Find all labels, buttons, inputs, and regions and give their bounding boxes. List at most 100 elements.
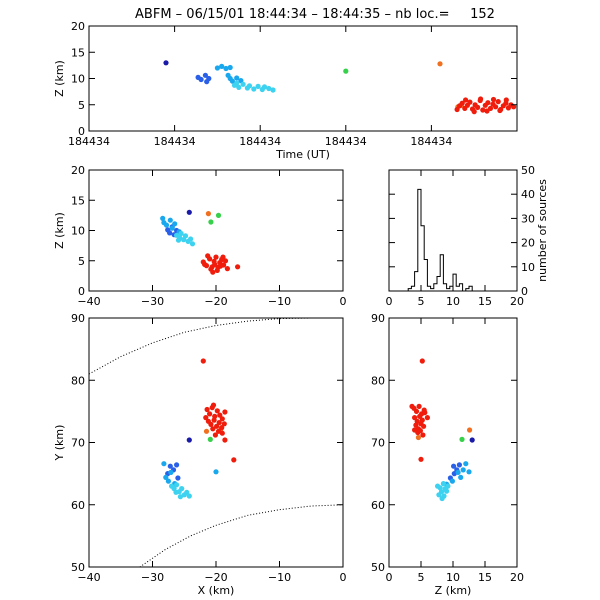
point-cyan-8 <box>189 241 196 247</box>
point-red-18 <box>220 254 226 260</box>
point-cyan-6 <box>251 86 257 92</box>
x-tick-label: 0 <box>386 295 393 308</box>
x-tick-label: −30 <box>141 295 164 308</box>
point-red-3 <box>207 411 213 417</box>
point-red-12 <box>413 422 419 428</box>
plot-frame <box>88 25 518 132</box>
point-red-29 <box>503 97 509 103</box>
point-red-9 <box>475 104 481 110</box>
plot-frame <box>88 169 344 292</box>
panel-z_y: 0 5 10 15 20 50 60 70 80 90 Z (km) <box>371 312 524 597</box>
point-cyan-10 <box>439 495 445 502</box>
y-tick-label: 80 <box>371 374 385 387</box>
point-cyan-8 <box>186 493 192 499</box>
x-tick-label: 184434 <box>68 135 110 148</box>
x-tick-label: 10 <box>446 571 460 584</box>
point-cyan-3 <box>174 482 180 488</box>
point-cyan-10 <box>173 489 179 495</box>
point-sky-5 <box>449 478 455 484</box>
point-green-1 <box>459 436 465 442</box>
y-tick-label: 50 <box>521 164 535 177</box>
point-orange-1 <box>205 211 211 217</box>
point-red-28 <box>478 96 484 102</box>
point-red-16 <box>210 426 216 432</box>
y-tick-label: 50 <box>71 561 85 574</box>
point-red-26 <box>497 107 503 114</box>
point-red-23 <box>510 104 517 110</box>
point-red-1 <box>454 106 460 113</box>
point-red-21 <box>210 269 216 275</box>
point-red-22 <box>412 427 418 433</box>
x-tick-label: 10 <box>446 295 460 308</box>
point-sky-3 <box>163 222 170 228</box>
y-tick-label: 5 <box>78 99 85 112</box>
y-axis-title: Z (km) <box>53 60 66 97</box>
point-cyan-11 <box>270 87 276 93</box>
point-green-1 <box>207 436 213 442</box>
x-tick-label: 0 <box>386 571 393 584</box>
plot-frame <box>388 169 518 292</box>
point-orange-1 <box>203 428 210 434</box>
point-red-17 <box>495 99 501 105</box>
x-tick-label: −20 <box>204 295 227 308</box>
x-tick-label: −40 <box>77 295 100 308</box>
histogram-steps <box>389 188 517 292</box>
x-tick-label: 5 <box>418 295 425 308</box>
point-sky-2 <box>163 474 169 480</box>
y-tick-label: 50 <box>371 561 385 574</box>
point-red-23 <box>222 409 228 415</box>
point-red-2 <box>204 406 210 413</box>
point-red-11 <box>422 410 428 416</box>
point-sky-6 <box>213 469 219 475</box>
point-blue-3 <box>456 462 462 468</box>
y-tick-label: 10 <box>71 73 85 86</box>
point-red-6 <box>214 408 220 414</box>
point-cyan-5 <box>246 83 253 89</box>
point-cyan-5 <box>179 486 185 492</box>
point-sky-7 <box>466 469 472 475</box>
point-red-15 <box>202 261 208 267</box>
x-tick-label: 184434 <box>239 135 281 148</box>
point-cyan-3 <box>440 481 446 487</box>
point-cyan-7 <box>188 236 194 242</box>
y-tick-label: 90 <box>71 312 85 325</box>
point-red-13 <box>216 420 222 426</box>
point-red-16 <box>493 104 499 110</box>
y-tick-label: 80 <box>71 374 85 387</box>
point-red-17 <box>417 428 423 434</box>
point-cyan-3 <box>240 81 246 87</box>
plot-frame <box>88 317 344 568</box>
x-tick-label: 184434 <box>410 135 452 148</box>
y-axis-title: Z (km) <box>53 212 66 249</box>
y-tick-label: 20 <box>521 237 535 250</box>
point-cyan-6 <box>436 492 442 498</box>
y-tick-label: 20 <box>71 164 85 177</box>
y-tick-label: 60 <box>371 499 385 512</box>
point-sky-4 <box>167 217 173 223</box>
point-blue-2 <box>198 76 204 83</box>
point-navy-1 <box>163 60 169 66</box>
point-orange-2 <box>415 434 421 441</box>
y-axis-title: Y (km) <box>53 425 66 462</box>
point-red-20 <box>235 264 241 270</box>
y-tick-label: 40 <box>521 188 535 201</box>
point-red-10 <box>208 421 214 427</box>
point-red-7 <box>217 412 223 418</box>
point-green-1 <box>208 219 214 225</box>
y-tick-label: 60 <box>71 499 85 512</box>
point-red-20 <box>222 437 228 443</box>
y-tick-label: 15 <box>71 194 85 207</box>
y-tick-label: 70 <box>71 437 85 450</box>
point-red-19 <box>424 415 430 421</box>
point-red-3 <box>413 408 420 414</box>
x-tick-label: −30 <box>141 571 164 584</box>
point-red-21 <box>418 456 424 462</box>
point-red-19 <box>212 432 218 438</box>
panel-x_z: −40 −30 −20 −10 0 0 5 10 15 20 Z (km) <box>53 164 347 308</box>
point-red-8 <box>219 416 225 422</box>
point-red-24 <box>471 109 477 115</box>
x-tick-label: −20 <box>204 571 227 584</box>
y-tick-label: 70 <box>371 437 385 450</box>
